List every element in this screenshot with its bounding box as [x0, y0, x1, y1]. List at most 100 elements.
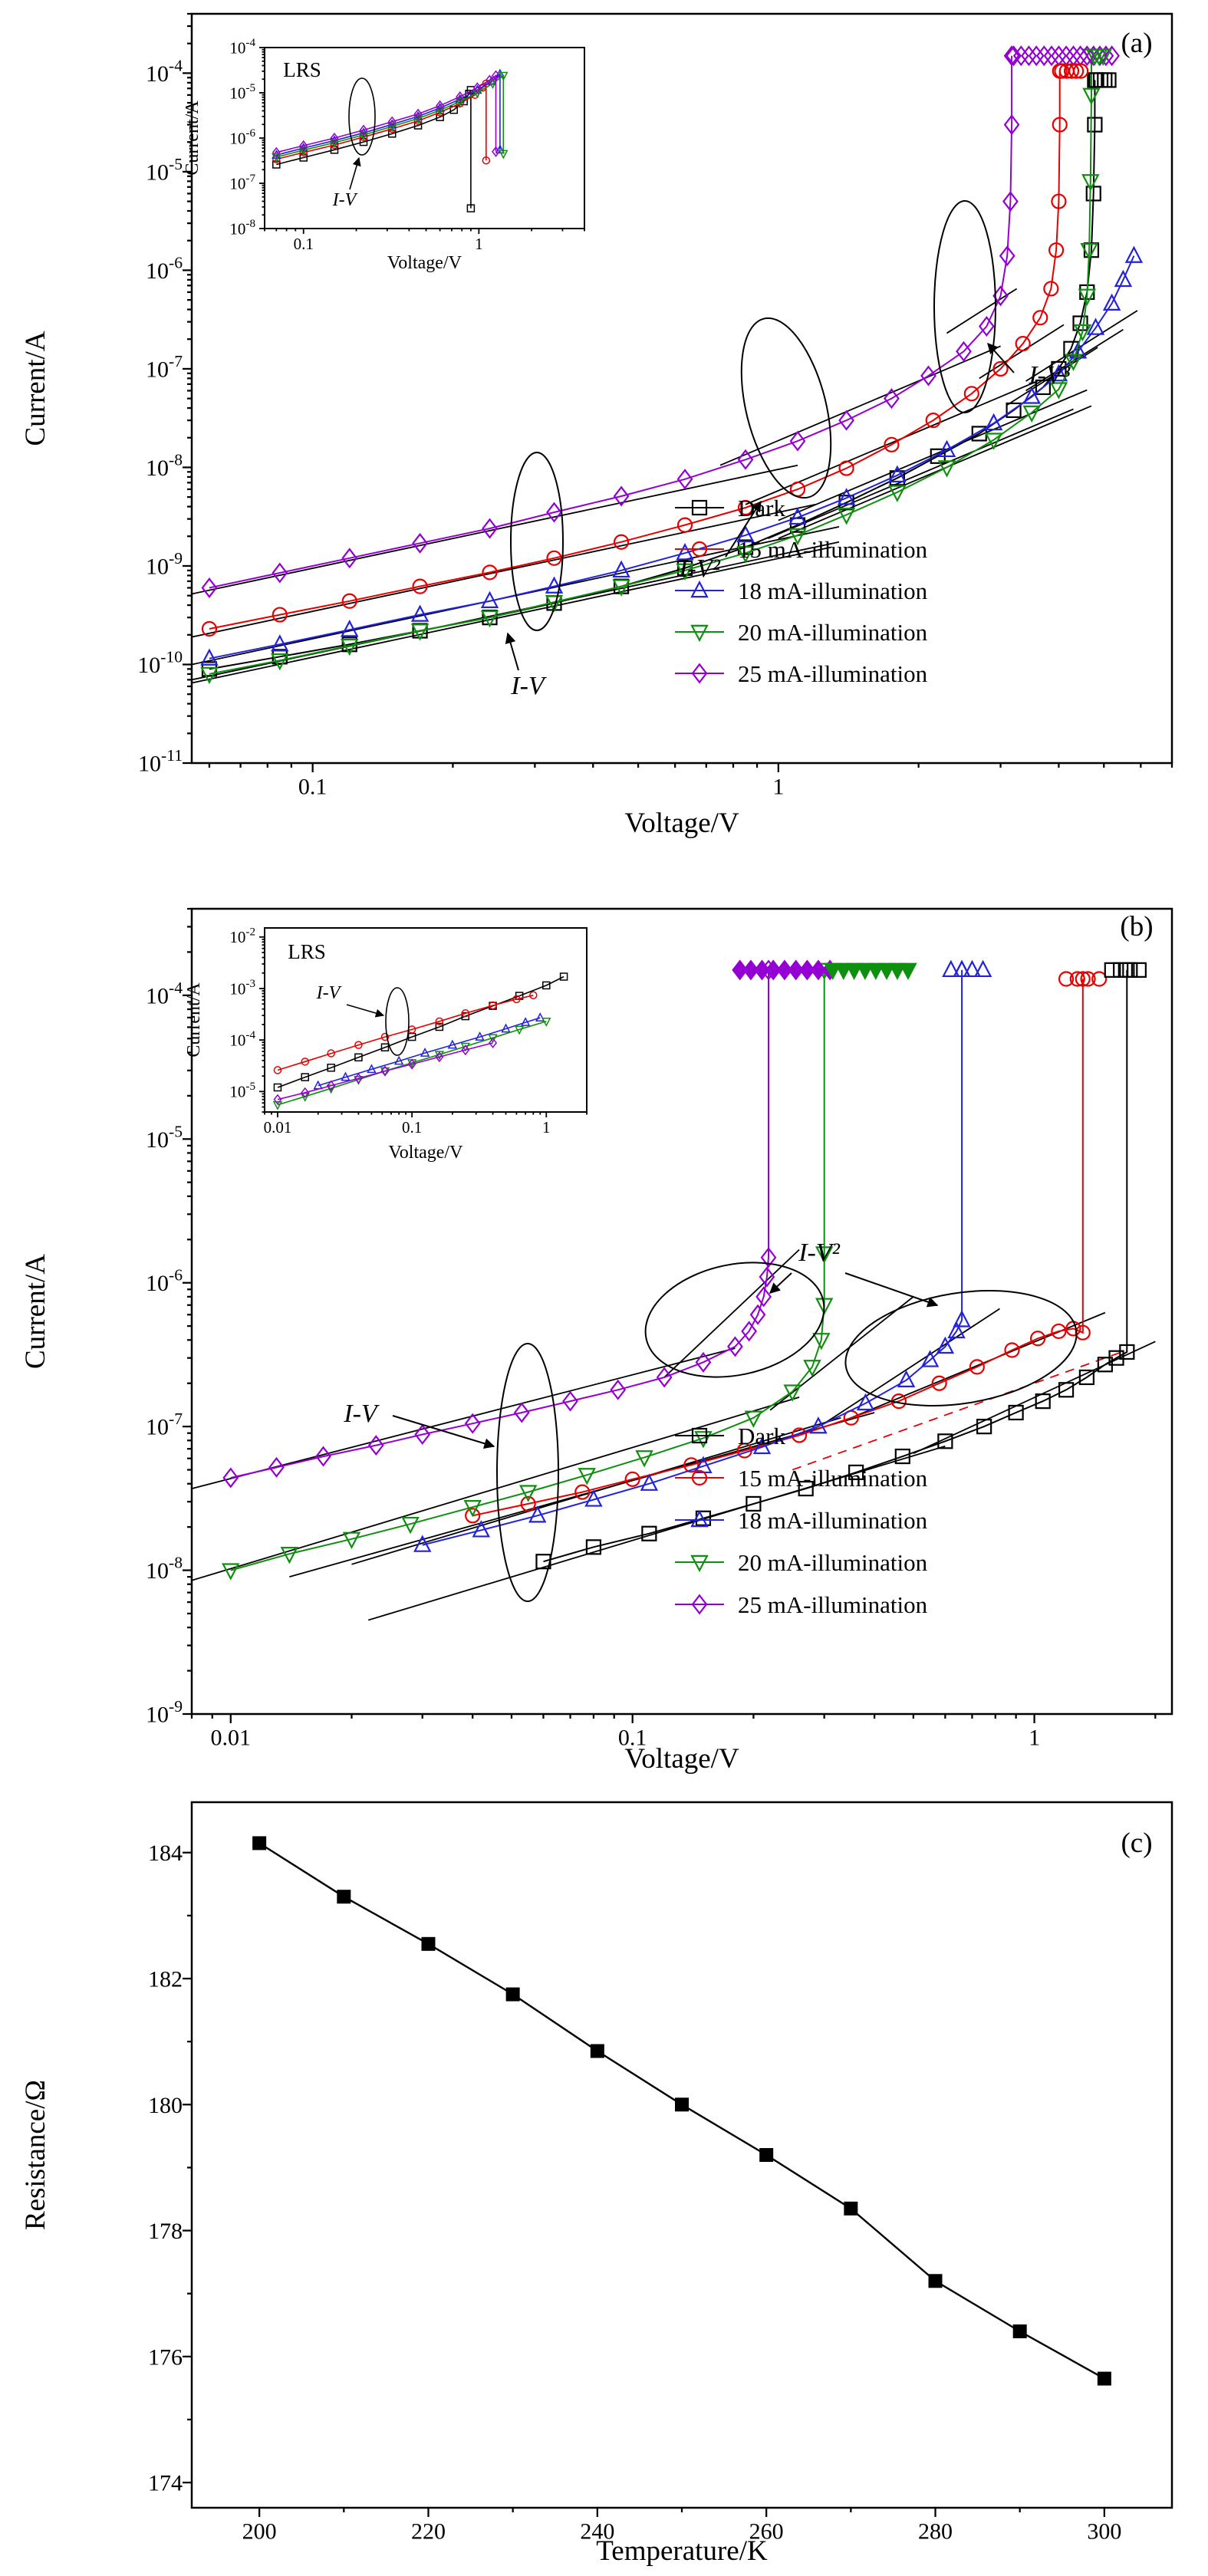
circle-marker — [529, 991, 538, 1000]
y-tick-label: 10-6 — [146, 1266, 183, 1297]
diamond-marker — [546, 502, 562, 523]
triangle-down-marker — [455, 97, 465, 107]
x-tick-label: 280 — [918, 2519, 953, 2545]
circle-marker — [1052, 117, 1068, 133]
series-line — [230, 969, 769, 1479]
diamond-marker — [798, 959, 815, 981]
triangle-down-marker — [280, 1547, 299, 1564]
annotation-text: I-V — [332, 190, 358, 210]
diamond-marker — [610, 1379, 627, 1400]
y-tick-label: 10-8 — [146, 450, 183, 481]
circle-marker — [435, 1017, 444, 1026]
diamond-marker — [492, 146, 500, 157]
square-marker — [1006, 402, 1022, 419]
triangle-down-marker — [499, 71, 509, 81]
diamond-marker — [367, 1435, 384, 1456]
fit-line — [191, 503, 816, 638]
triangle-up-marker — [942, 959, 960, 978]
triangle-down-marker — [300, 1092, 310, 1102]
annotation-arrow — [725, 500, 762, 558]
circle-marker — [1032, 310, 1048, 326]
diamond-marker — [407, 1058, 416, 1070]
triangle-up-marker — [1068, 341, 1088, 359]
circle-marker — [1073, 63, 1089, 79]
y-axis-title: Current/A — [20, 1254, 51, 1369]
square-marker — [421, 1936, 436, 1951]
diamond-marker — [1028, 45, 1045, 67]
diamond-marker — [464, 1413, 481, 1434]
triangle-down-marker — [329, 139, 340, 149]
triangle-up-marker — [973, 959, 992, 978]
y-tick-label: 10-6 — [229, 127, 255, 147]
triangle-down-marker — [545, 594, 564, 613]
triangle-down-marker — [984, 433, 1003, 450]
diamond-marker — [737, 449, 754, 470]
circle-marker — [465, 1508, 481, 1524]
diamond-marker — [742, 959, 759, 981]
y-tick-label: 10-6 — [146, 253, 183, 284]
square-marker — [691, 1427, 708, 1444]
fit-line — [913, 1341, 1156, 1455]
diamond-marker — [412, 532, 428, 554]
square-marker — [590, 2044, 604, 2058]
diamond-marker — [330, 132, 339, 144]
square-marker — [976, 1419, 992, 1435]
triangle-down-marker — [387, 123, 397, 132]
panel-a-chart: 0.1 1 10-11 10-10 10-9 10-8 10-7 10-6 10-5 10-4 Vo… — [20, 12, 1173, 839]
circle-marker — [691, 541, 708, 558]
annotation-text: I-V — [316, 983, 342, 1003]
triangle-down-marker — [472, 89, 482, 99]
triangle-down-marker — [788, 528, 807, 546]
square-marker — [380, 1043, 390, 1051]
triangle-up-marker — [920, 1350, 940, 1367]
diamond-marker — [1035, 45, 1052, 67]
square-marker — [1035, 1393, 1051, 1410]
series-25-ma-illumination — [201, 45, 1020, 598]
diamond-marker — [765, 959, 782, 981]
legend-label: 20 mA-illumination — [738, 619, 928, 646]
triangle-down-marker — [867, 962, 885, 981]
triangle-down-marker — [877, 962, 896, 981]
triangle-up-marker — [480, 591, 499, 608]
diamond-marker — [810, 959, 827, 981]
panel-a-inset-lrs: 0.1 1 10-8 10-7 10-6 10-5 10-4 Voltage/V Current… — [183, 37, 585, 273]
y-axis-title: Current/A — [20, 331, 51, 446]
triangle-down-marker — [541, 1018, 551, 1027]
y-tick-label: 10-4 — [229, 37, 255, 57]
diamond-marker — [920, 365, 936, 387]
triangle-down-marker — [837, 508, 856, 525]
x-tick-label: 1 — [772, 775, 784, 800]
diamond-marker — [436, 100, 445, 111]
diamond-marker — [676, 469, 693, 490]
triangle-up-marker — [413, 1535, 432, 1552]
diamond-marker — [1002, 191, 1019, 212]
series-line — [277, 975, 565, 1088]
fit-line — [719, 345, 1001, 466]
triangle-down-marker — [514, 1025, 525, 1035]
legend: Dark 15 mA-illumination 18 mA-illumination… — [675, 1423, 928, 1618]
triangle-down-marker — [460, 1042, 471, 1052]
series-line — [472, 979, 1084, 1517]
diamond-marker — [456, 91, 465, 103]
diamond-marker — [613, 485, 630, 507]
square-marker — [337, 1890, 351, 1904]
diamond-marker — [760, 1247, 777, 1268]
triangle-down-marker — [803, 1360, 821, 1377]
diamond-marker — [461, 1045, 470, 1056]
panel-b-chart: 0.01 0.1 1 10-9 10-8 10-7 10-6 10-5 10-4 Voltage/… — [20, 907, 1173, 1775]
diamond-marker — [272, 146, 281, 158]
annotation-arrow — [349, 156, 361, 190]
triangle-down-marker — [1080, 242, 1098, 261]
triangle-down-marker — [1022, 405, 1041, 423]
diamond-marker — [341, 548, 358, 569]
triangle-down-marker — [341, 638, 359, 656]
annotation-ellipse — [933, 200, 996, 413]
triangle-down-marker — [888, 962, 907, 981]
x-tick-label: 240 — [580, 2519, 614, 2545]
triangle-up-marker — [640, 1473, 659, 1491]
annotation-arrow — [346, 1004, 385, 1018]
triangle-down-marker — [612, 579, 630, 597]
y-tick-label: 174 — [148, 2471, 183, 2496]
diamond-marker — [299, 140, 308, 151]
diamond-marker — [435, 1051, 444, 1063]
